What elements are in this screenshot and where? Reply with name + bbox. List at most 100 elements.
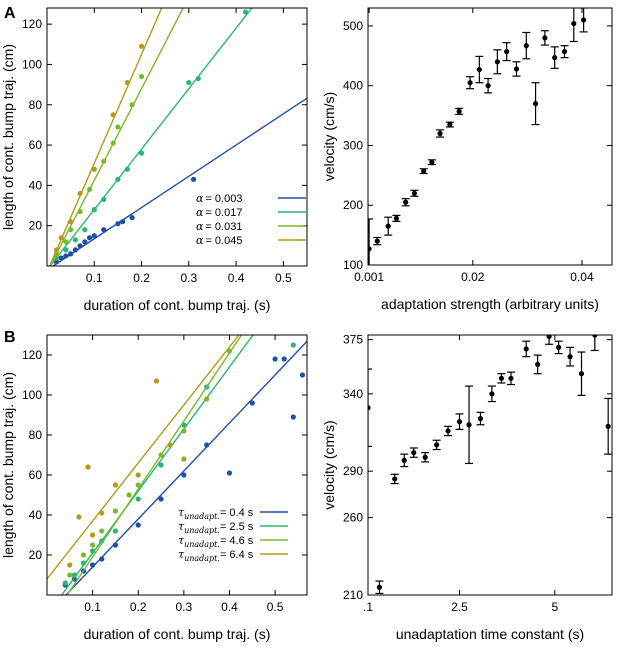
data-point: [466, 422, 472, 428]
y-tick-label: 100: [22, 388, 42, 402]
data-point: [67, 562, 73, 568]
data-point: [272, 356, 278, 362]
y-tick-label: 120: [22, 348, 42, 362]
data-point: [567, 354, 573, 360]
legend-label: α = 0.017: [196, 206, 242, 219]
data-point: [249, 400, 255, 406]
x-tick-label: 2.5: [451, 600, 468, 614]
data-point: [158, 462, 164, 468]
x-tick-label: 0.5: [267, 600, 284, 614]
data-point: [86, 235, 93, 241]
y-tick-label: 300: [343, 138, 363, 152]
data-point: [581, 17, 587, 23]
data-point: [204, 442, 210, 448]
data-point: [58, 235, 64, 241]
x-tick-label: 0.3: [175, 600, 192, 614]
data-point: [456, 108, 462, 114]
x-tick-label: 0.001: [354, 270, 384, 284]
y-tick-label: 375: [343, 333, 363, 347]
data-point: [129, 102, 135, 108]
data-point: [68, 227, 74, 233]
data-point: [167, 442, 173, 448]
data-point: [63, 247, 69, 253]
legend-symbol: τ: [178, 520, 185, 533]
data-point: [115, 221, 121, 227]
data-point: [456, 419, 463, 425]
data-point: [120, 219, 126, 225]
data-point: [112, 542, 119, 548]
legend-symbol: τ: [178, 534, 185, 547]
data-point: [67, 572, 73, 578]
data-point: [421, 168, 427, 174]
x-tick-label: 0.2: [133, 271, 150, 285]
data-point: [556, 344, 562, 350]
legend-subscript: unadapt.: [184, 526, 220, 535]
data-point: [368, 246, 372, 252]
legend-label: α = 0.031: [196, 220, 242, 233]
data-point: [513, 66, 520, 72]
data-point: [403, 199, 409, 205]
fit-line: [47, 335, 240, 580]
legend-symbol: τ: [178, 506, 185, 519]
y-tick-label: 40: [29, 178, 43, 192]
data-point: [110, 112, 116, 118]
data-point: [411, 450, 417, 456]
data-point: [186, 79, 192, 86]
y-tick-label: 200: [343, 198, 363, 212]
data-point: [181, 456, 187, 462]
data-point: [101, 227, 107, 233]
legend-label: τunadapt.= 0.4 s: [178, 506, 254, 521]
data-point: [62, 580, 68, 586]
data-point: [91, 166, 97, 172]
data-point: [115, 124, 121, 130]
data-point: [571, 20, 577, 27]
data-point: [77, 208, 83, 215]
data-point: [290, 342, 296, 348]
fit-line: [65, 340, 307, 595]
y-tick-label: 210: [343, 588, 363, 602]
y-tick-label: 340: [343, 387, 363, 401]
chart-b-left: 0.1 0.2 0.3 0.4 0.5 20 40 60 80 100 120 duration of…: [0, 334, 308, 642]
legend-value: = 0.031: [205, 221, 242, 233]
fit-line: [66, 335, 243, 595]
y-tick-label: 80: [29, 428, 43, 442]
data-point: [195, 75, 201, 82]
data-point: [138, 43, 145, 49]
legend-subscript: unadapt.: [184, 540, 220, 549]
data-point: [447, 121, 453, 128]
legend-symbol: α: [196, 192, 204, 205]
data-point: [190, 176, 197, 182]
data-point: [90, 542, 96, 548]
legend-symbol: α: [196, 234, 204, 247]
data-point: [422, 454, 428, 460]
data-point: [508, 375, 514, 381]
plot-frame: [367, 334, 613, 596]
x-tick-label: 0.1: [84, 600, 101, 614]
chart-b-right: .1 2.5 5 210 260 290 340 375 unadaptation time c…: [321, 333, 613, 642]
data-point: [76, 514, 82, 520]
x-tick-label: 0.1: [86, 271, 103, 285]
legend-subscript: unadapt.: [184, 512, 220, 521]
legend-symbol: α: [196, 206, 204, 219]
data-point: [101, 158, 107, 164]
x-tick-label: 0.4: [228, 271, 245, 285]
data-point: [68, 219, 74, 225]
data-point: [80, 552, 87, 558]
data-point: [112, 482, 119, 488]
data-point: [504, 49, 510, 55]
data-point: [68, 251, 74, 257]
data-point: [91, 233, 97, 239]
data-point: [434, 442, 440, 448]
legend-symbol: τ: [178, 548, 185, 561]
data-point: [138, 150, 145, 156]
data-point: [392, 476, 398, 482]
x-tick-label: .1: [363, 600, 373, 614]
legend-value: = 0.003: [205, 193, 242, 205]
data-point: [299, 372, 306, 378]
data-point: [204, 396, 210, 402]
legend-symbol: α: [196, 220, 204, 233]
x-axis-label: adaptation strength (arbitrary units): [381, 296, 599, 312]
data-point: [126, 492, 132, 498]
x-tick-label: 0.4: [221, 600, 238, 614]
data-point: [158, 496, 164, 502]
